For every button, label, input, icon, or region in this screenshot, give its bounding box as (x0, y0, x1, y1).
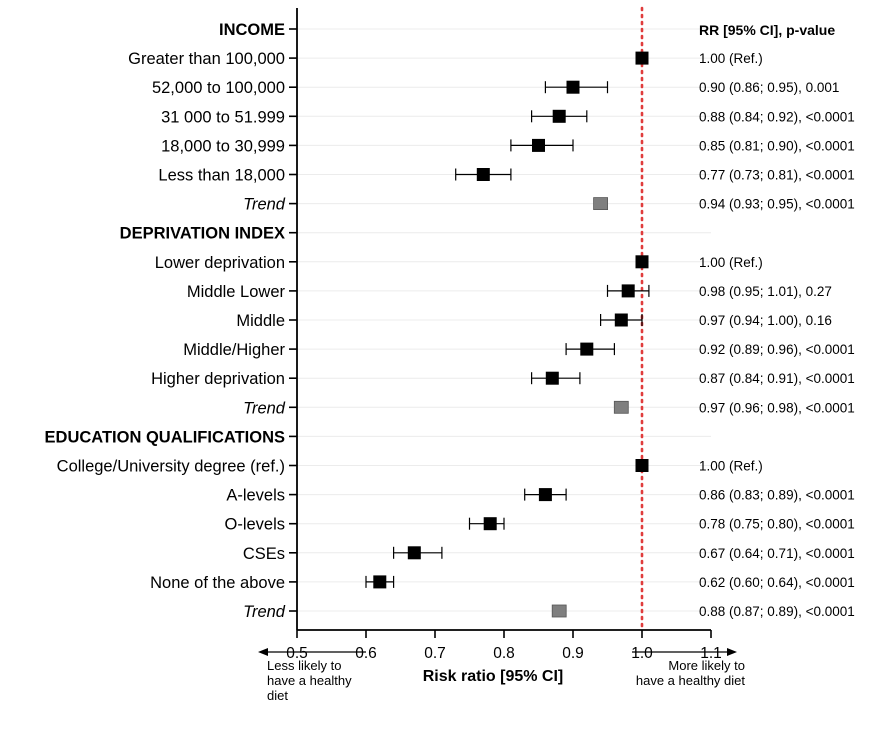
right-arrow-head (727, 648, 737, 656)
trend-box (551, 604, 567, 618)
point-estimate (476, 168, 490, 181)
point-estimate (635, 51, 649, 65)
row-labels: INCOME Greater than 100,000 52,000 to 100,… (45, 21, 286, 621)
row-label: A-levels (226, 487, 285, 505)
row-label: Lower deprivation (155, 254, 285, 272)
trend-box (613, 400, 629, 414)
point-estimate (545, 371, 559, 385)
row-label: Middle (236, 312, 285, 330)
left-arrow-head (258, 648, 268, 656)
estimate-marks (365, 51, 650, 618)
axes: 0.5 0.6 0.7 0.8 0.9 1.0 1.1 (286, 8, 722, 662)
point-estimate (552, 109, 566, 123)
rr-value: 0.67 (0.64; 0.71), <0.0001 (699, 546, 855, 561)
direction-right-text: More likely to (668, 658, 745, 673)
rr-value: 0.85 (0.81; 0.90), <0.0001 (699, 138, 855, 153)
rr-value: 0.88 (0.84; 0.92), <0.0001 (699, 109, 855, 124)
row-label: Middle/Higher (183, 341, 285, 359)
rr-column: RR [95% CI], p-value 1.00 (Ref.) 0.90 (0.8… (699, 22, 855, 619)
row-label: Trend (243, 399, 286, 417)
point-estimate (580, 342, 594, 356)
point-estimate (635, 459, 649, 472)
row-label: 52,000 to 100,000 (152, 79, 285, 97)
point-estimate (532, 138, 545, 152)
row-label: Middle Lower (187, 283, 286, 301)
row-label: Higher deprivation (151, 370, 285, 388)
x-tick-label: 0.8 (493, 645, 515, 662)
rr-value: 1.00 (Ref.) (699, 255, 763, 270)
point-estimate (538, 488, 552, 502)
x-axis-label: Risk ratio [95% CI] (423, 668, 563, 685)
point-estimate (635, 255, 649, 269)
point-estimate (373, 575, 387, 589)
x-tick-label: 1.0 (631, 645, 653, 662)
direction-left-text: have a healthy (267, 673, 352, 688)
row-label: CSEs (243, 545, 285, 563)
row-label: O-levels (224, 516, 285, 534)
section-header: EDUCATION QUALIFICATIONS (45, 428, 285, 446)
rr-value: 1.00 (Ref.) (699, 51, 763, 66)
rr-value: 1.00 (Ref.) (699, 459, 763, 474)
row-label: Trend (243, 603, 286, 621)
x-tick-label: 1.1 (700, 645, 722, 662)
row-label: Greater than 100,000 (128, 50, 285, 68)
row-label: Trend (243, 196, 286, 214)
x-tick-label: 0.7 (424, 645, 446, 662)
x-tick-label: 0.6 (355, 645, 377, 662)
rr-value: 0.97 (0.96; 0.98), <0.0001 (699, 400, 855, 415)
rr-value: 0.90 (0.86; 0.95), 0.001 (699, 80, 839, 95)
section-header: DEPRIVATION INDEX (120, 225, 285, 243)
row-label: 18,000 to 30,999 (161, 137, 285, 155)
rr-value: 0.78 (0.75; 0.80), <0.0001 (699, 517, 855, 532)
direction-left-text: Less likely to (267, 658, 341, 673)
rr-value: 0.94 (0.93; 0.95), <0.0001 (699, 197, 855, 212)
x-tick-label: 0.9 (562, 645, 584, 662)
section-header: INCOME (219, 21, 285, 39)
point-estimate (614, 313, 628, 327)
rr-value: 0.87 (0.84; 0.91), <0.0001 (699, 371, 855, 386)
point-estimate (483, 517, 497, 531)
rr-value: 0.77 (0.73; 0.81), <0.0001 (699, 168, 855, 183)
row-label: College/University degree (ref.) (57, 458, 285, 476)
rr-value: 0.92 (0.89; 0.96), <0.0001 (699, 342, 855, 357)
point-estimate (407, 546, 421, 560)
rr-value: 0.86 (0.83; 0.89), <0.0001 (699, 488, 855, 503)
direction-left-text: diet (267, 688, 288, 703)
rr-value: 0.88 (0.87; 0.89), <0.0001 (699, 604, 855, 619)
x-tick-label: 0.5 (286, 645, 308, 662)
row-label: Less than 18,000 (158, 167, 285, 185)
rr-value: 0.62 (0.60; 0.64), <0.0001 (699, 575, 855, 590)
row-label: 31 000 to 51.999 (161, 108, 285, 126)
rr-column-header: RR [95% CI], p-value (699, 22, 835, 38)
point-estimate (566, 80, 580, 94)
trend-box (593, 197, 608, 211)
point-estimate (621, 284, 635, 298)
rr-value: 0.98 (0.95; 1.01), 0.27 (699, 284, 832, 299)
direction-right-text: have a healthy diet (636, 673, 746, 688)
rr-value: 0.97 (0.94; 1.00), 0.16 (699, 313, 832, 328)
row-label: None of the above (150, 574, 285, 592)
